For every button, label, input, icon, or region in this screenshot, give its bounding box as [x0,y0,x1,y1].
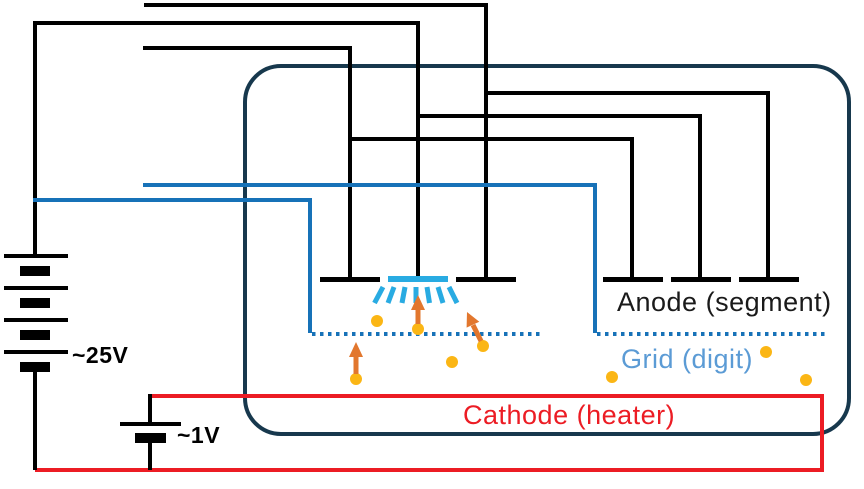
electron-dot-2 [446,356,458,368]
glow-ray-2 [385,286,397,304]
glow-ray-3 [399,286,408,304]
anode-segment-4 [603,277,663,282]
anode-segment-3 [456,277,516,282]
anode-segment-2-lit [388,276,448,282]
electron-dot-1 [371,315,383,327]
tube-envelope [243,64,851,436]
electron-dot-6 [412,323,424,335]
anode-bus-segment-a [350,137,634,277]
lit-segment [372,276,460,305]
battery-25v-label: ~25V [72,342,129,368]
anode-segment-5 [671,277,731,282]
anode-segment-6 [739,277,799,282]
cathode-heater-wire [35,394,824,472]
glow-ray-5 [424,286,432,304]
grid-wire-left-digit-powered [33,198,312,333]
battery-1v-plate-short [135,433,166,443]
tube-envelope-outline [243,64,851,436]
electron-arrow-3-shaft [470,323,484,343]
anode-segment-1 [320,277,380,282]
glow-ray-7 [446,285,460,305]
anode-label: Anode (segment) [617,287,832,317]
battery-1v [120,394,181,470]
electron-dot-8 [800,374,812,386]
electron-dot-5 [350,373,362,385]
electrons [349,295,812,386]
anode-bus-segment-b [418,114,702,277]
electron-arrow-2-head [411,295,425,310]
battery-25v [4,254,68,470]
electron-dot-3 [606,371,618,383]
anode-wire-segment-a-left [143,46,352,277]
cathode-loop [35,394,824,472]
grid-wire-right-digit [143,183,597,333]
anode-bus-segment-c [486,91,770,277]
battery-25v-plate-short-1 [20,266,50,276]
anode-wire-powered [33,21,420,276]
battery-25v-plate-short-2 [20,298,50,308]
anode-wiring [33,3,799,282]
battery-25v-plate-short-3 [20,330,50,340]
electron-dot-4 [760,346,772,358]
grid-wiring [33,183,828,336]
glow-ray-1 [372,285,386,305]
grid-label: Grid (digit) [621,344,754,374]
electron-dot-7 [477,340,489,352]
battery-1v-label: ~1V [177,422,221,448]
electron-arrow-1-head [349,342,363,357]
cathode-label: Cathode (heater) [463,400,676,430]
glow-ray-6 [435,286,446,304]
electron-arrow-3-head [466,312,480,328]
battery-25v-plate-short-4 [20,362,50,372]
